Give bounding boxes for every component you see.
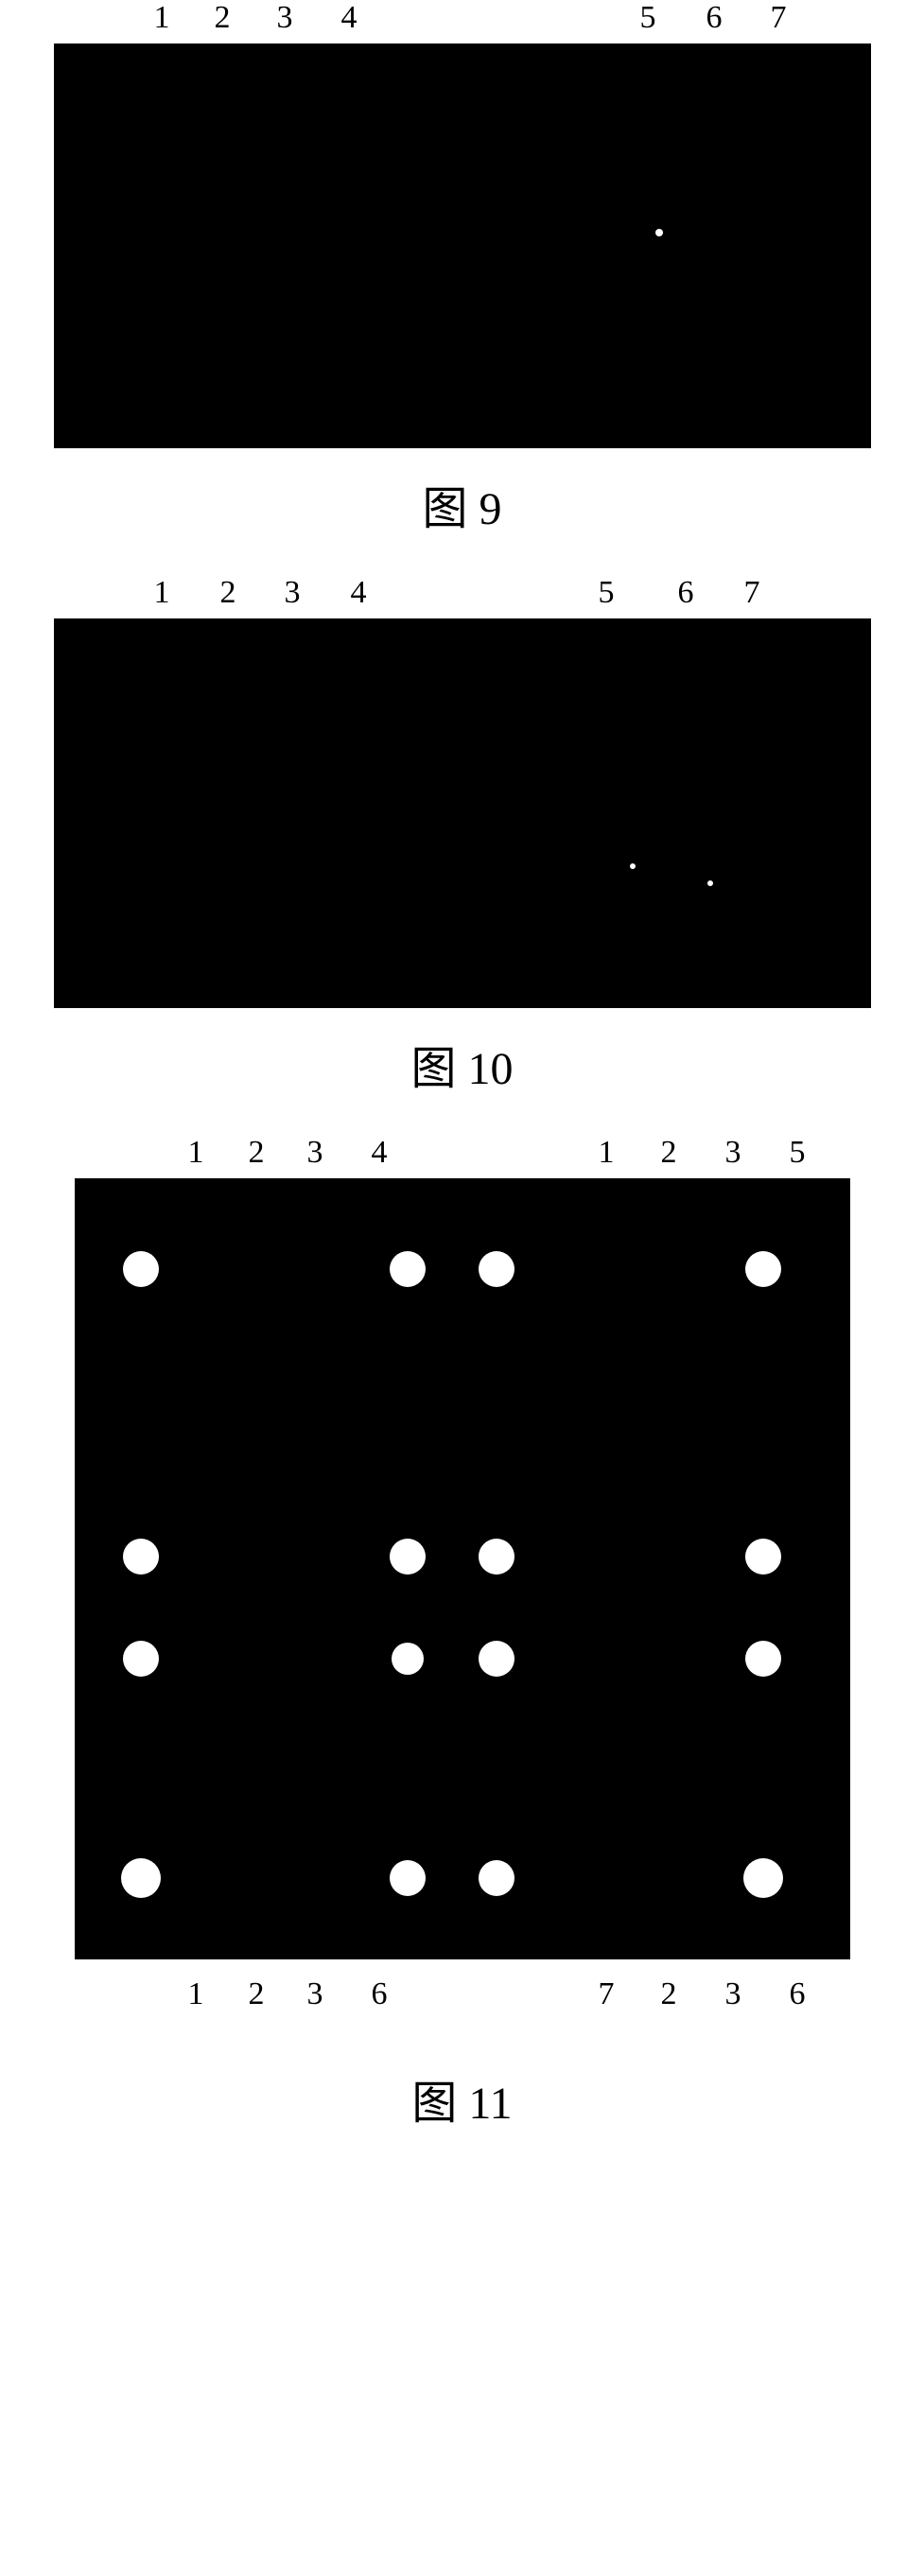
dot [743, 1858, 783, 1898]
speck [655, 229, 663, 236]
fig11-label: 3 [307, 1976, 323, 2012]
fig11-label: 6 [372, 1976, 388, 2012]
dot [123, 1251, 159, 1287]
fig11-label: 6 [790, 1976, 806, 2012]
figure-9: 1 2 3 4 5 6 7 图 9 [0, 0, 924, 575]
fig9-top-labels: 1 2 3 4 5 6 7 [54, 0, 871, 44]
dot [123, 1539, 159, 1575]
dot [392, 1643, 424, 1675]
fig11-label: 3 [725, 1976, 741, 2012]
fig11-label: 4 [372, 1135, 388, 1171]
figure-11: 1 2 3 4 1 2 3 5 1 2 3 6 7 2 3 6 图 11 [0, 1135, 924, 2169]
fig10-top-labels: 1 2 3 4 5 6 7 [54, 575, 871, 618]
fig10-label: 2 [220, 575, 236, 611]
fig11-label: 2 [661, 1976, 677, 2012]
fig9-label: 5 [640, 0, 656, 36]
fig11-label: 3 [307, 1135, 323, 1171]
dot [479, 1251, 514, 1287]
fig9-label: 2 [215, 0, 231, 36]
fig11-label: 7 [599, 1976, 615, 2012]
fig10-label: 3 [285, 575, 301, 611]
fig11-label: 2 [661, 1135, 677, 1171]
dot [123, 1641, 159, 1677]
dot [479, 1860, 514, 1896]
fig9-label: 4 [341, 0, 357, 36]
fig10-label: 1 [154, 575, 170, 611]
fig11-caption: 图 11 [411, 2065, 512, 2132]
figure-10: 1 2 3 4 5 6 7 图 10 [0, 575, 924, 1135]
speck [707, 880, 713, 886]
fig9-label: 1 [154, 0, 170, 36]
dot [745, 1539, 781, 1575]
speck [630, 863, 636, 869]
fig10-caption: 图 10 [410, 1031, 513, 1097]
fig10-label: 4 [351, 575, 367, 611]
fig9-label: 6 [706, 0, 723, 36]
fig11-label: 2 [249, 1135, 265, 1171]
fig11-bottom-labels: 1 2 3 6 7 2 3 6 [75, 1976, 850, 2020]
fig10-label: 5 [599, 575, 615, 611]
fig11-label: 1 [188, 1976, 204, 2012]
dot [745, 1251, 781, 1287]
fig11-panel [75, 1178, 850, 1959]
dot [479, 1539, 514, 1575]
fig9-label: 7 [771, 0, 787, 36]
fig10-label: 6 [678, 575, 694, 611]
dot [390, 1539, 426, 1575]
fig11-label: 5 [790, 1135, 806, 1171]
fig11-label: 2 [249, 1976, 265, 2012]
dot [390, 1860, 426, 1896]
fig11-top-labels: 1 2 3 4 1 2 3 5 [75, 1135, 850, 1178]
dot [390, 1251, 426, 1287]
fig11-label: 1 [188, 1135, 204, 1171]
fig9-caption: 图 9 [422, 471, 501, 537]
fig11-label: 1 [599, 1135, 615, 1171]
fig11-label: 3 [725, 1135, 741, 1171]
fig9-panel [54, 44, 871, 448]
dot [745, 1641, 781, 1677]
fig9-label: 3 [277, 0, 293, 36]
fig10-panel [54, 618, 871, 1008]
fig10-label: 7 [744, 575, 760, 611]
dot [479, 1641, 514, 1677]
dot [121, 1858, 161, 1898]
